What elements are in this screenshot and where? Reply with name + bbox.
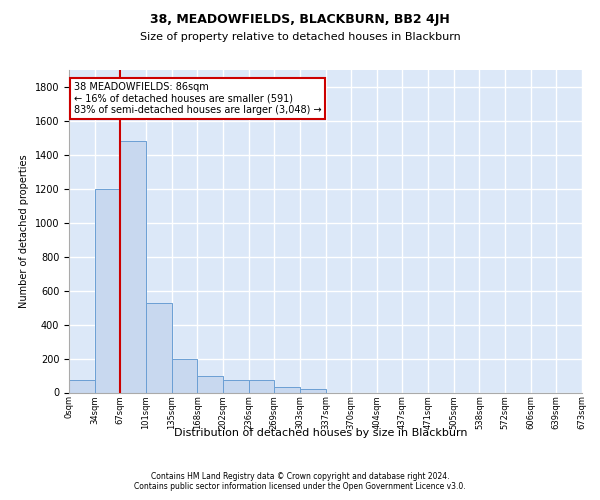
Y-axis label: Number of detached properties: Number of detached properties	[19, 154, 29, 308]
Bar	[95, 189, 121, 392]
Bar	[248, 380, 274, 392]
Text: 38, MEADOWFIELDS, BLACKBURN, BB2 4JH: 38, MEADOWFIELDS, BLACKBURN, BB2 4JH	[150, 12, 450, 26]
Text: Contains public sector information licensed under the Open Government Licence v3: Contains public sector information licen…	[134, 482, 466, 491]
Bar	[197, 376, 223, 392]
Text: Contains HM Land Registry data © Crown copyright and database right 2024.: Contains HM Land Registry data © Crown c…	[151, 472, 449, 481]
Text: Size of property relative to detached houses in Blackburn: Size of property relative to detached ho…	[140, 32, 460, 42]
Bar	[69, 380, 95, 392]
Bar	[146, 302, 172, 392]
Bar	[172, 358, 197, 392]
Text: 38 MEADOWFIELDS: 86sqm
← 16% of detached houses are smaller (591)
83% of semi-de: 38 MEADOWFIELDS: 86sqm ← 16% of detached…	[74, 82, 321, 115]
Bar	[121, 142, 146, 392]
Bar	[223, 380, 248, 392]
Bar	[274, 388, 300, 392]
Bar	[300, 389, 325, 392]
Text: Distribution of detached houses by size in Blackburn: Distribution of detached houses by size …	[174, 428, 468, 438]
